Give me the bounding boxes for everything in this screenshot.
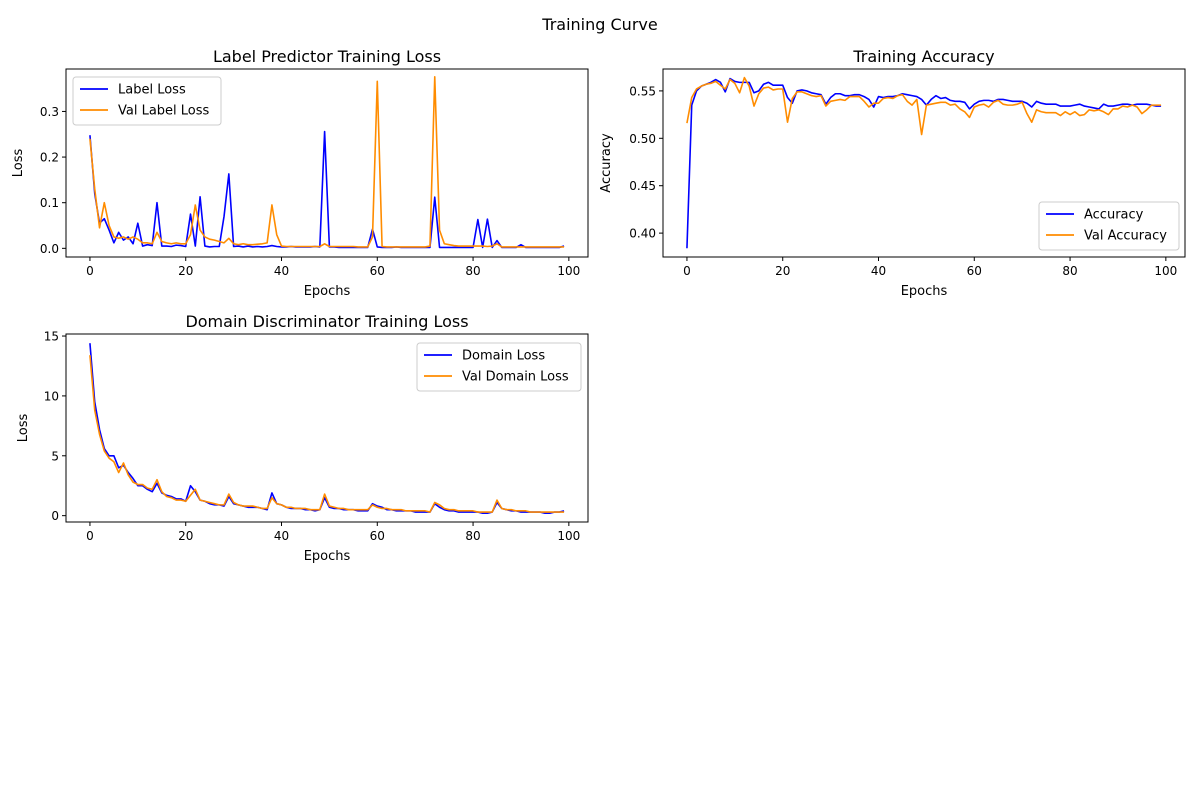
legend-label: Val Domain Loss [462, 370, 569, 385]
series-line-val-domain-loss [89, 355, 565, 513]
legend-label: Accuracy [1084, 208, 1144, 223]
y-tick-label: 15 [44, 330, 59, 344]
x-tick-label: 20 [178, 529, 193, 543]
legend-label: Domain Loss [462, 349, 545, 364]
x-tick-label: 80 [1062, 264, 1077, 278]
y-tick-label: 0.2 [40, 151, 59, 165]
legend-label: Label Loss [118, 83, 186, 98]
y-tick-label: 0.3 [40, 105, 59, 119]
y-tick-label: 0.0 [40, 242, 59, 256]
series-line-domain-loss [89, 343, 565, 515]
y-tick-label: 10 [44, 389, 59, 403]
legend: Domain Loss Val Domain Loss [416, 342, 582, 392]
subplot-3: Domain Discriminator Training Loss 0 20 40 6… [16, 312, 589, 564]
legend: Label Loss Val Label Loss [72, 76, 222, 126]
series-line-accuracy [686, 77, 1162, 249]
x-tick-label: 40 [871, 264, 886, 278]
series-line-val-accuracy [686, 76, 1162, 136]
x-tick-label: 80 [465, 264, 480, 278]
x-tick-label: 60 [370, 264, 385, 278]
legend-box [416, 342, 582, 392]
x-tick-label: 0 [86, 264, 94, 278]
subplot-2: Training Accuracy 0 20 40 60 80 100 0.40 0.45 0.5… [599, 47, 1186, 299]
x-tick-label: 80 [465, 529, 480, 543]
x-axis-label: Epochs [304, 549, 351, 564]
y-tick-label: 0 [51, 509, 59, 523]
axes-frame [65, 68, 589, 258]
legend-label: Val Label Loss [118, 104, 210, 119]
y-tick-label: 0.1 [40, 196, 59, 210]
x-tick-label: 60 [967, 264, 982, 278]
legend-label: Val Accuracy [1084, 229, 1167, 244]
series-line-val-label-loss [89, 75, 565, 248]
x-tick-label: 100 [557, 264, 580, 278]
y-tick-label: 0.45 [629, 179, 656, 193]
legend-box [72, 76, 222, 126]
x-axis-label: Epochs [304, 284, 351, 299]
legend: Accuracy Val Accuracy [1038, 201, 1180, 251]
axes-root: Label Predictor Training Loss 0 20 40 60 80 10… [11, 47, 1186, 564]
y-axis-label: Loss [16, 414, 31, 443]
x-tick-label: 0 [683, 264, 691, 278]
axes-frame [662, 68, 1186, 258]
x-tick-label: 60 [370, 529, 385, 543]
axes-frame [65, 333, 589, 523]
x-tick-label: 40 [274, 529, 289, 543]
subplot-title: Training Accuracy [852, 47, 994, 66]
x-tick-label: 40 [274, 264, 289, 278]
subplot-1: Label Predictor Training Loss 0 20 40 60 80 10… [11, 47, 589, 299]
x-tick-label: 20 [775, 264, 790, 278]
y-axis-label: Accuracy [599, 133, 614, 193]
x-axis-label: Epochs [901, 284, 948, 299]
y-axis-label: Loss [11, 149, 26, 178]
y-tick-label: 0.40 [629, 227, 656, 241]
x-tick-label: 20 [178, 264, 193, 278]
series-line-label-loss [89, 130, 565, 249]
subplot-title: Domain Discriminator Training Loss [185, 312, 468, 331]
figure-suptitle: Training Curve [541, 15, 657, 34]
y-tick-label: 0.50 [629, 132, 656, 146]
y-tick-label: 5 [51, 449, 59, 463]
subplot-title: Label Predictor Training Loss [213, 47, 441, 66]
x-tick-label: 100 [557, 529, 580, 543]
x-tick-label: 0 [86, 529, 94, 543]
y-tick-label: 0.55 [629, 84, 656, 98]
x-tick-label: 100 [1154, 264, 1177, 278]
